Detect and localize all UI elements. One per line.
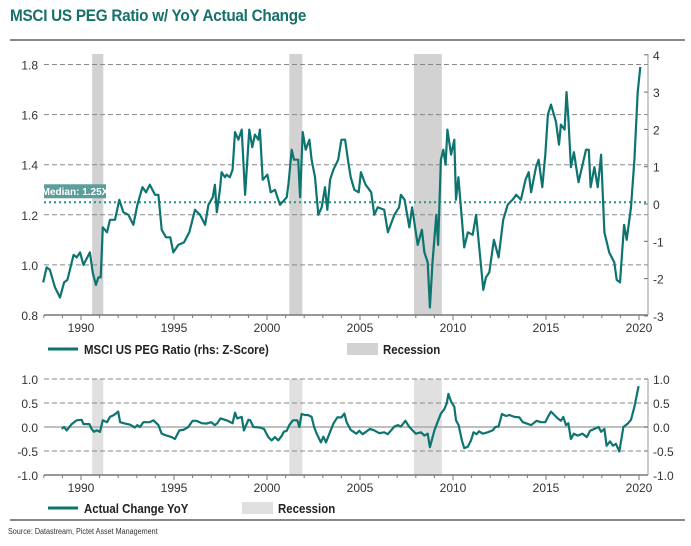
source-note: Source: Datastream, Pictet Asset Managem… <box>8 527 158 536</box>
x-tick-label: 2020 <box>626 481 653 495</box>
x-tick-label: 2000 <box>254 481 281 495</box>
chart-title: MSCI US PEG Ratio w/ YoY Actual Change <box>10 6 307 25</box>
y-tick-label: -0.5 <box>17 445 38 459</box>
y2-tick-label: 4 <box>653 49 660 63</box>
median-label-box <box>44 184 106 199</box>
x-tick-label: 1990 <box>68 321 95 335</box>
y2-tick-label: 0 <box>653 198 660 212</box>
y-tick-label: 1.8 <box>21 59 38 73</box>
y2-tick-label: 3 <box>653 86 660 100</box>
y2-tick-label: 0.5 <box>653 397 670 411</box>
yoy-change-chart: -1.0 -0.5 0.0 0.5 1.0 -1.0 -0.5 0.0 0.5 1.0 1990 19… <box>17 373 674 516</box>
y2-tick-label: -1.0 <box>653 469 674 483</box>
median-label: Median: 1.25X <box>42 187 109 198</box>
y2-tick-label: 2 <box>653 123 660 137</box>
y-tick-label: 1.6 <box>21 109 38 123</box>
x-tick-label: 2000 <box>254 321 281 335</box>
legend-series-label: Actual Change YoY <box>84 501 188 516</box>
legend-recession-label: Recession <box>383 342 440 357</box>
series-line <box>42 66 642 309</box>
x-tick-label: 2015 <box>533 481 560 495</box>
y-tick-label: 1.0 <box>21 259 38 273</box>
series-line <box>61 385 640 453</box>
y2-tick-label: -0.5 <box>653 445 674 459</box>
y2-tick-label: 1.0 <box>653 373 670 387</box>
y2-tick-label: -2 <box>653 273 664 287</box>
legend-recession-label: Recession <box>278 501 335 516</box>
peg-ratio-chart: 0.8 1.0 1.2 1.4 1.6 1.8 -3 -2 -1 0 1 2 3 4 1990 1995 200… <box>21 49 664 357</box>
y-tick-label: 0.8 <box>21 309 38 323</box>
x-tick-label: 1990 <box>68 481 95 495</box>
y-tick-label: 1.2 <box>21 209 38 223</box>
y-tick-label: 0.0 <box>21 421 38 435</box>
x-tick-label: 1995 <box>161 321 188 335</box>
recession-band <box>289 54 303 315</box>
y2-tick-label: 0.0 <box>653 421 670 435</box>
x-tick-label: 2005 <box>347 321 374 335</box>
x-tick-label: 2010 <box>440 481 467 495</box>
y2-tick-label: 1 <box>653 161 660 175</box>
legend-recession-swatch <box>347 343 378 355</box>
legend-recession-swatch <box>242 502 273 514</box>
x-tick-label: 2005 <box>347 481 374 495</box>
y-tick-label: -1.0 <box>17 469 38 483</box>
y2-tick-label: -3 <box>653 310 664 324</box>
y-tick-label: 0.5 <box>21 397 38 411</box>
y-tick-label: 1.0 <box>21 373 38 387</box>
x-tick-label: 1995 <box>161 481 188 495</box>
x-tick-label: 2010 <box>440 321 467 335</box>
legend-series-label: MSCI US PEG Ratio (rhs: Z-Score) <box>84 342 269 357</box>
x-tick-label: 2015 <box>533 321 560 335</box>
y2-tick-label: -1 <box>653 235 664 249</box>
y-tick-label: 1.4 <box>21 159 38 173</box>
x-tick-label: 2020 <box>626 321 653 335</box>
